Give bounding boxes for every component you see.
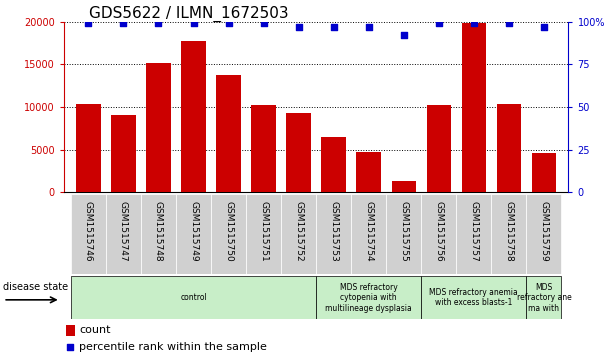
- Bar: [356, 152, 381, 192]
- Bar: [176, 194, 211, 274]
- Bar: [427, 105, 451, 192]
- Bar: [71, 276, 316, 319]
- Bar: [457, 194, 491, 274]
- Text: control: control: [180, 293, 207, 302]
- Bar: [76, 104, 101, 192]
- Bar: [71, 194, 106, 274]
- Text: GSM1515748: GSM1515748: [154, 201, 163, 261]
- Text: GSM1515747: GSM1515747: [119, 201, 128, 261]
- Bar: [491, 194, 527, 274]
- Point: [188, 21, 198, 26]
- Point: [119, 21, 128, 26]
- Bar: [421, 194, 457, 274]
- Bar: [531, 153, 556, 192]
- Bar: [461, 23, 486, 192]
- Point: [364, 24, 373, 30]
- Text: GDS5622 / ILMN_1672503: GDS5622 / ILMN_1672503: [89, 5, 289, 22]
- Point: [294, 24, 303, 30]
- Bar: [106, 194, 141, 274]
- Text: GSM1515749: GSM1515749: [189, 201, 198, 261]
- Bar: [281, 194, 316, 274]
- Text: GSM1515750: GSM1515750: [224, 201, 233, 261]
- Bar: [146, 63, 171, 192]
- Text: MDS refractory
cytopenia with
multilineage dysplasia: MDS refractory cytopenia with multilinea…: [325, 283, 412, 313]
- Point: [154, 21, 164, 26]
- Point: [83, 21, 93, 26]
- Text: count: count: [79, 325, 111, 335]
- Point: [539, 24, 549, 30]
- Bar: [386, 194, 421, 274]
- Bar: [351, 194, 386, 274]
- Point: [329, 24, 339, 30]
- Bar: [216, 75, 241, 192]
- Text: GSM1515759: GSM1515759: [539, 201, 548, 261]
- Bar: [322, 137, 346, 192]
- Point: [65, 344, 75, 350]
- Bar: [392, 181, 416, 192]
- Bar: [181, 41, 206, 192]
- Point: [224, 21, 233, 26]
- Bar: [316, 194, 351, 274]
- Text: GSM1515754: GSM1515754: [364, 201, 373, 261]
- Bar: [251, 105, 276, 192]
- Bar: [421, 276, 527, 319]
- Bar: [527, 276, 561, 319]
- Bar: [66, 325, 75, 336]
- Bar: [527, 194, 561, 274]
- Text: GSM1515751: GSM1515751: [259, 201, 268, 261]
- Text: GSM1515755: GSM1515755: [399, 201, 408, 261]
- Bar: [111, 115, 136, 192]
- Point: [399, 33, 409, 38]
- Bar: [497, 104, 521, 192]
- Text: MDS refractory anemia
with excess blasts-1: MDS refractory anemia with excess blasts…: [429, 288, 518, 307]
- Text: disease state: disease state: [3, 282, 68, 292]
- Text: GSM1515746: GSM1515746: [84, 201, 93, 261]
- Bar: [211, 194, 246, 274]
- Text: percentile rank within the sample: percentile rank within the sample: [79, 342, 267, 352]
- Text: GSM1515758: GSM1515758: [505, 201, 513, 261]
- Point: [469, 21, 478, 26]
- Bar: [246, 194, 281, 274]
- Bar: [286, 113, 311, 192]
- Text: GSM1515757: GSM1515757: [469, 201, 478, 261]
- Point: [434, 21, 444, 26]
- Text: GSM1515752: GSM1515752: [294, 201, 303, 261]
- Bar: [316, 276, 421, 319]
- Text: GSM1515753: GSM1515753: [329, 201, 338, 261]
- Bar: [141, 194, 176, 274]
- Point: [259, 21, 269, 26]
- Point: [504, 21, 514, 26]
- Text: MDS
refractory ane
ma with: MDS refractory ane ma with: [517, 283, 572, 313]
- Text: GSM1515756: GSM1515756: [434, 201, 443, 261]
